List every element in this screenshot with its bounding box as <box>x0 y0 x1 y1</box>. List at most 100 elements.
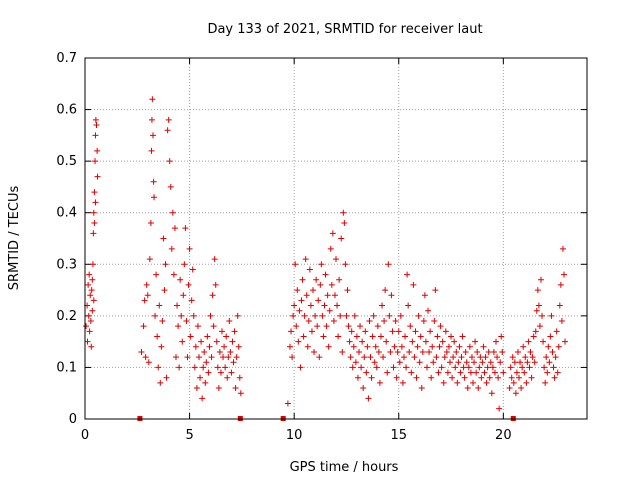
data-point <box>179 338 186 345</box>
data-point <box>86 271 93 278</box>
data-point <box>397 312 404 319</box>
data-point <box>481 369 488 376</box>
axes: 0 0.1 0.2 0.3 0.4 0.5 0.6 0.7 0 5 10 15 20 <box>56 51 587 443</box>
data-point <box>400 354 407 361</box>
data-point <box>383 338 390 345</box>
data-point <box>421 292 428 299</box>
data-point <box>379 302 386 309</box>
data-point <box>299 276 306 283</box>
data-point <box>317 281 324 288</box>
data-point <box>551 374 558 381</box>
data-point <box>475 385 482 392</box>
data-point <box>308 328 315 335</box>
data-point <box>230 359 237 366</box>
data-point <box>497 359 504 366</box>
data-point <box>234 312 241 319</box>
data-point <box>526 364 533 371</box>
data-point <box>206 343 213 350</box>
data-point <box>427 328 434 335</box>
data-point <box>473 369 480 376</box>
data-point <box>546 359 553 366</box>
data-point <box>192 343 199 350</box>
data-point <box>507 364 514 371</box>
data-point <box>228 369 235 376</box>
data-point <box>517 359 524 366</box>
x-tick-label: 5 <box>185 428 193 443</box>
data-point <box>472 338 479 345</box>
data-point <box>364 343 371 350</box>
data-point <box>190 312 197 319</box>
data-point <box>480 343 487 350</box>
data-point <box>402 333 409 340</box>
data-point <box>90 297 97 304</box>
data-point <box>506 385 513 392</box>
plot-frame <box>84 57 588 420</box>
data-point <box>521 369 528 376</box>
data-point <box>193 385 200 392</box>
data-point <box>430 359 437 366</box>
data-point <box>468 354 475 361</box>
data-point <box>212 281 219 288</box>
data-point <box>182 225 189 232</box>
data-point <box>518 385 525 392</box>
data-point <box>185 281 192 288</box>
data-point <box>152 312 159 319</box>
data-point <box>194 323 201 330</box>
data-point <box>363 369 370 376</box>
data-point <box>533 307 540 314</box>
data-point <box>165 116 172 123</box>
data-point <box>372 343 379 350</box>
data-point <box>333 256 339 263</box>
data-point <box>537 276 544 283</box>
data-point <box>465 364 472 371</box>
data-point <box>359 338 366 345</box>
data-point <box>343 312 350 319</box>
data-point <box>156 302 163 309</box>
data-point <box>389 328 396 335</box>
data-point <box>531 359 538 366</box>
data-point <box>161 287 168 294</box>
data-point <box>491 369 498 376</box>
data-point <box>376 379 383 386</box>
data-point <box>360 385 367 392</box>
data-point <box>304 343 311 350</box>
data-point <box>213 338 220 345</box>
data-point <box>419 348 426 355</box>
data-point <box>398 343 405 350</box>
data-point <box>476 364 483 371</box>
data-point <box>90 230 97 237</box>
data-point <box>88 343 95 350</box>
data-point <box>474 348 481 355</box>
data-point <box>536 323 543 330</box>
data-point <box>167 183 174 190</box>
data-point <box>316 354 323 361</box>
data-point <box>294 287 301 294</box>
data-point <box>445 343 452 350</box>
data-point <box>149 132 156 139</box>
data-point <box>164 127 171 134</box>
data-point <box>303 292 310 299</box>
data-point <box>455 359 462 366</box>
data-point <box>93 122 100 129</box>
data-point <box>205 369 212 376</box>
data-point <box>204 333 211 340</box>
data-point <box>368 374 375 381</box>
data-point <box>540 338 547 345</box>
data-point <box>390 364 397 371</box>
data-point <box>542 379 549 386</box>
data-point <box>171 225 178 232</box>
data-point <box>227 348 234 355</box>
data-point <box>524 359 531 366</box>
data-point <box>407 323 414 330</box>
data-point <box>315 297 322 304</box>
data-point <box>210 323 217 330</box>
data-point <box>184 354 191 361</box>
data-point <box>550 364 557 371</box>
data-point <box>145 359 152 366</box>
data-point <box>387 348 394 355</box>
data-point <box>201 348 208 355</box>
data-point <box>373 364 380 371</box>
data-point <box>334 302 341 309</box>
data-point <box>416 359 423 366</box>
data-point <box>163 374 170 381</box>
